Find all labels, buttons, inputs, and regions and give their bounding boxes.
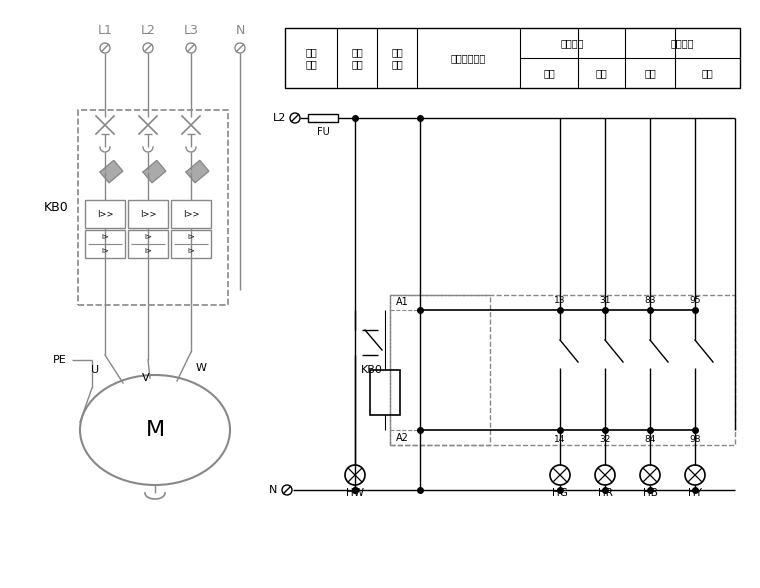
Text: 辅助信号: 辅助信号 [561, 38, 584, 48]
Bar [171, 200, 211, 228]
Text: L3: L3 [184, 24, 198, 36]
Text: I>>: I>> [140, 209, 157, 219]
Text: HR: HR [597, 488, 613, 498]
Text: L1: L1 [97, 24, 112, 36]
Text: 等待: 等待 [644, 68, 656, 78]
Text: I>: I> [144, 248, 152, 254]
Text: N: N [236, 24, 245, 36]
Text: I>: I> [187, 248, 195, 254]
Bar [85, 230, 125, 258]
Text: KB0: KB0 [361, 365, 383, 375]
Text: 故障: 故障 [701, 68, 714, 78]
Text: N: N [269, 485, 277, 495]
Text: 83: 83 [644, 296, 656, 305]
Bar [390, 295, 490, 445]
Text: 运行: 运行 [543, 68, 555, 78]
Text: 13: 13 [554, 296, 565, 305]
Text: PE: PE [53, 355, 67, 365]
Text: KB0: KB0 [43, 201, 68, 214]
Text: 32: 32 [600, 436, 611, 445]
Text: 电流
信号: 电流 信号 [391, 47, 403, 69]
Text: 就地手动控制: 就地手动控制 [451, 53, 486, 63]
Text: L2: L2 [141, 24, 156, 36]
Text: 二次
电源: 二次 电源 [305, 47, 317, 69]
Text: FU: FU [317, 127, 329, 137]
Bar [370, 370, 400, 415]
Polygon shape [100, 161, 123, 183]
Text: A1: A1 [396, 297, 408, 307]
Text: HG: HG [552, 488, 568, 498]
Text: W: W [195, 363, 207, 373]
Text: A2: A2 [395, 433, 408, 443]
Bar [390, 295, 735, 445]
Bar [78, 110, 228, 305]
Text: HB: HB [642, 488, 657, 498]
Text: I>>: I>> [97, 209, 113, 219]
Bar [285, 28, 740, 88]
Text: M: M [145, 420, 165, 440]
Text: HY: HY [688, 488, 702, 498]
Bar [171, 230, 211, 258]
Text: I>: I> [187, 234, 195, 240]
Text: L2: L2 [274, 113, 287, 123]
Text: I>: I> [101, 248, 109, 254]
Polygon shape [186, 161, 209, 183]
Polygon shape [143, 161, 166, 183]
Text: 95: 95 [689, 296, 701, 305]
Text: 84: 84 [644, 436, 656, 445]
Text: 31: 31 [599, 296, 611, 305]
Text: I>>: I>> [182, 209, 199, 219]
Text: 98: 98 [689, 436, 701, 445]
Text: I>: I> [101, 234, 109, 240]
Text: 停止: 停止 [596, 68, 607, 78]
Text: V: V [142, 373, 150, 383]
Text: 14: 14 [554, 436, 565, 445]
Bar [308, 114, 338, 122]
Bar [128, 230, 168, 258]
Text: HW: HW [346, 488, 364, 498]
Bar [128, 200, 168, 228]
Text: U: U [91, 365, 99, 375]
Text: 电源
保护: 电源 保护 [351, 47, 363, 69]
Text: 信号报警: 信号报警 [671, 38, 694, 48]
Text: I>: I> [144, 234, 152, 240]
Bar [85, 200, 125, 228]
